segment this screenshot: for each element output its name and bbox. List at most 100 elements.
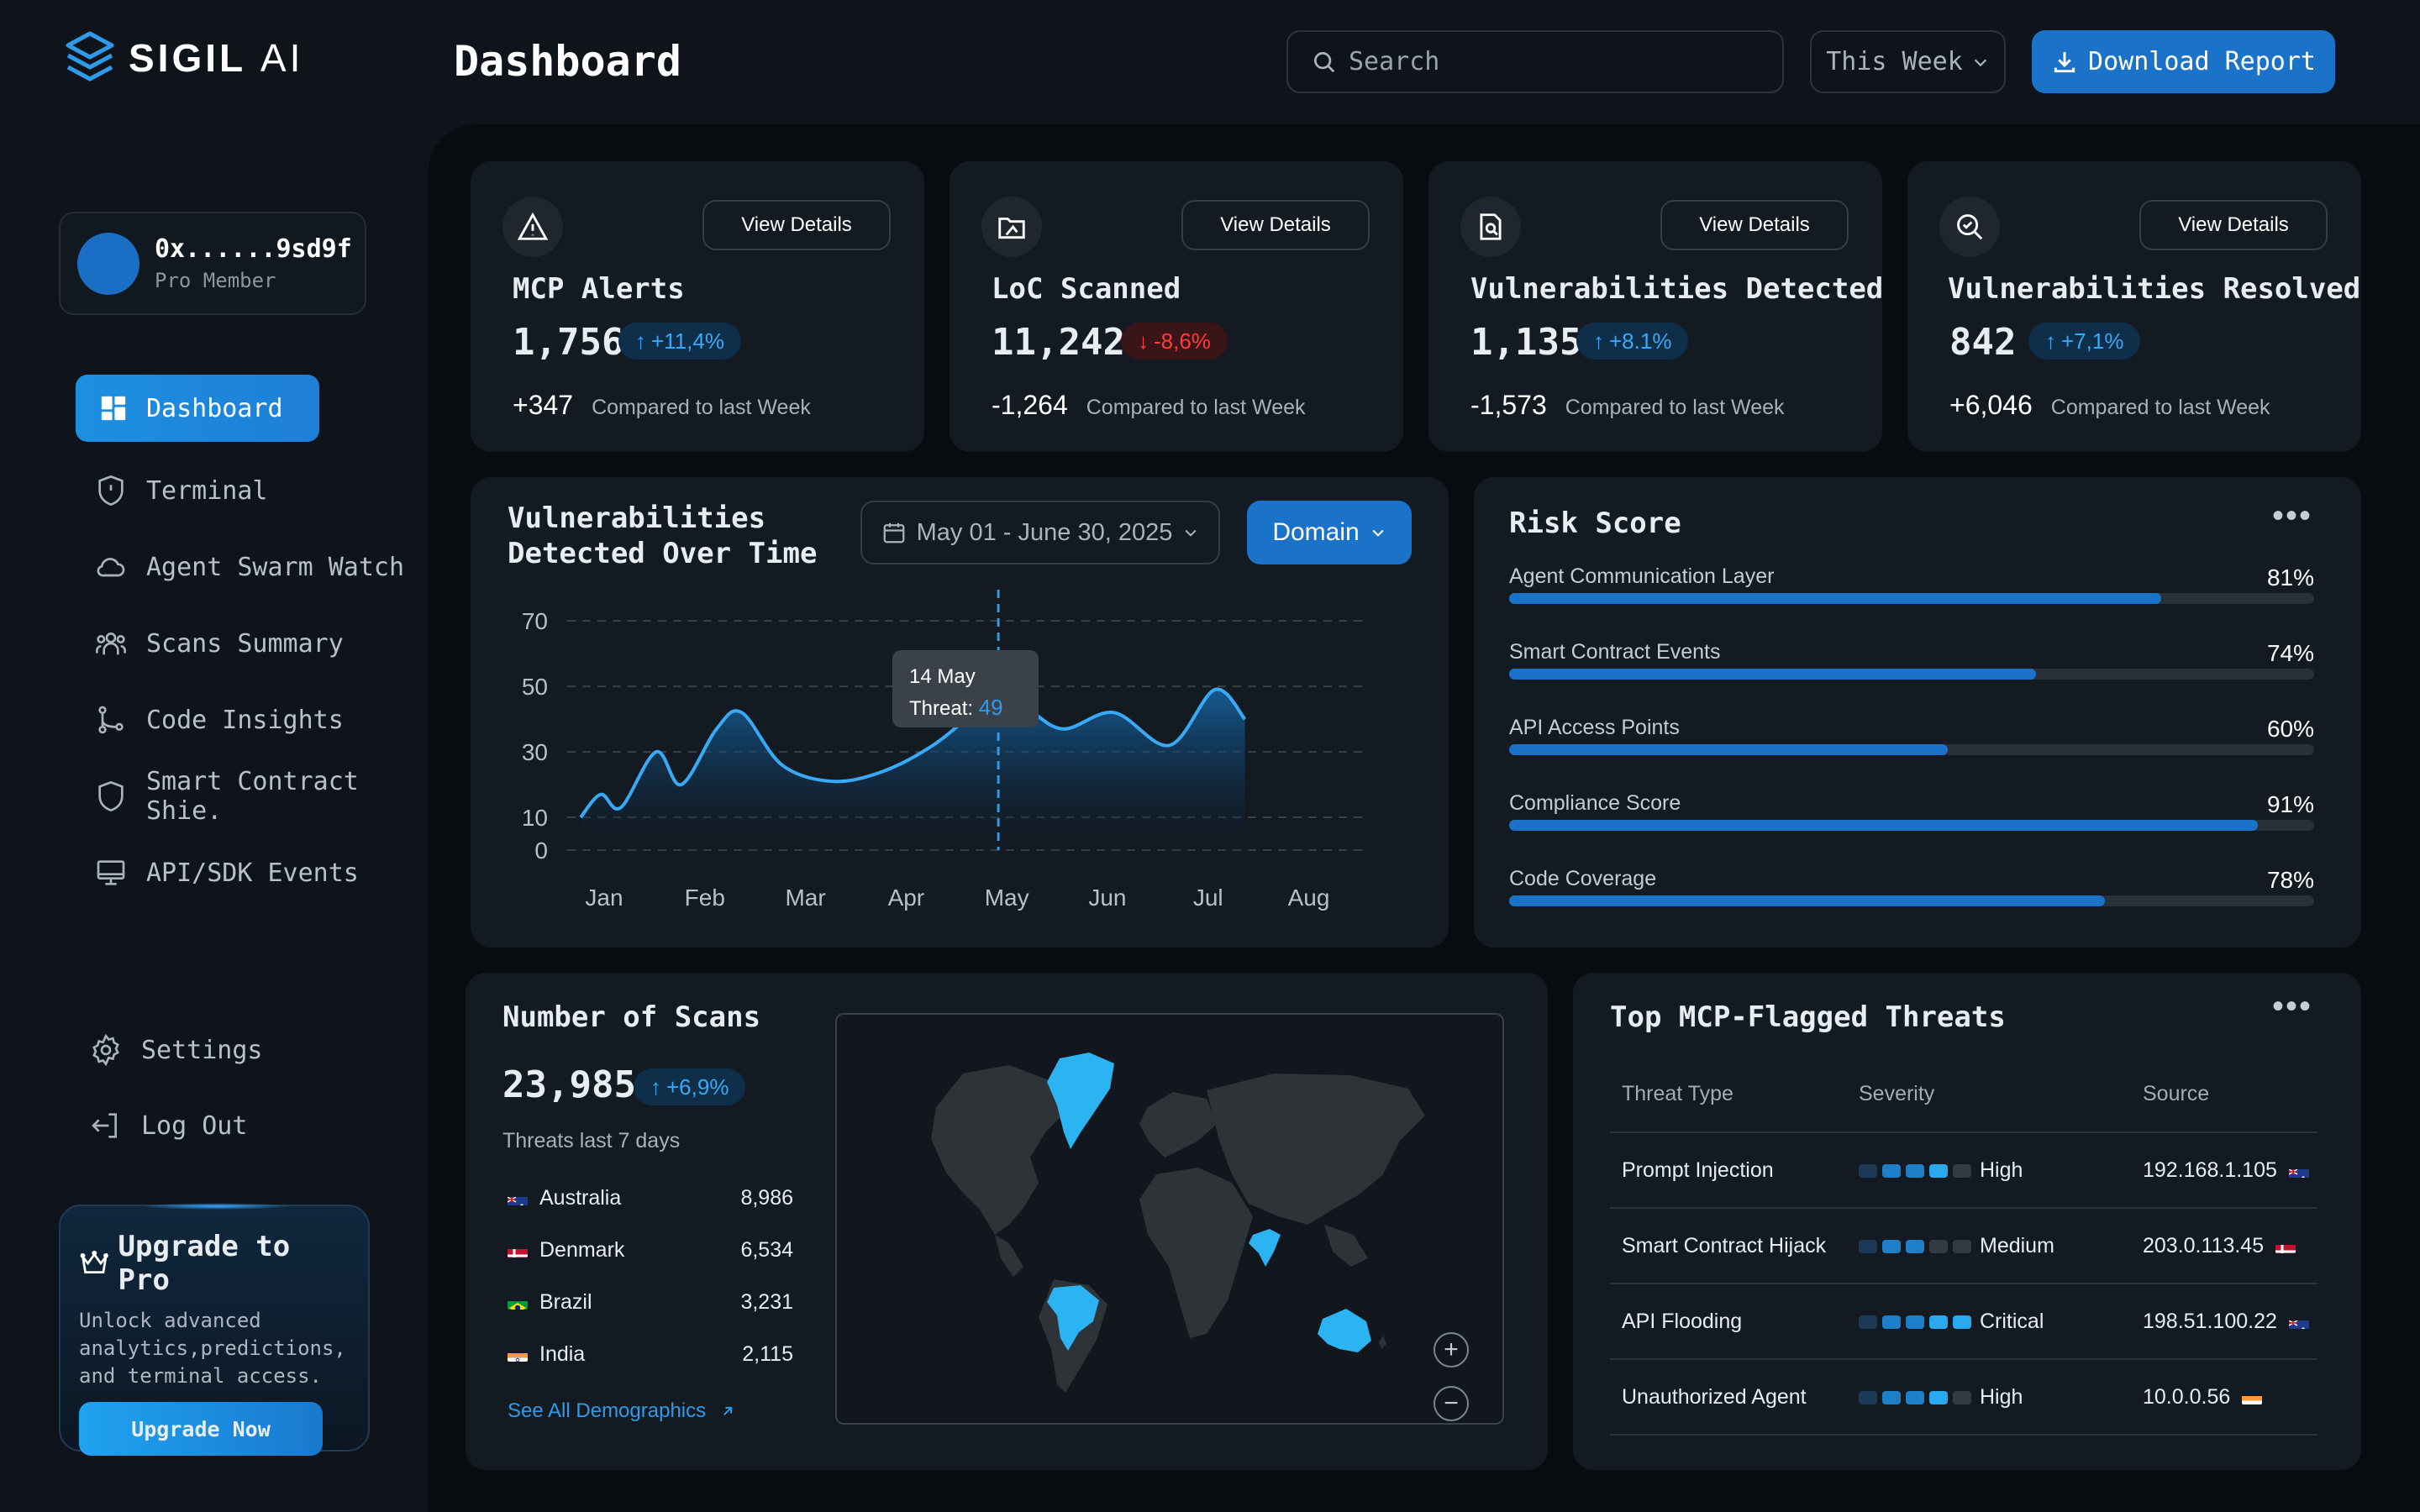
date-range-picker[interactable]: May 01 - June 30, 2025 [860,501,1220,564]
flag-india-icon [508,1348,528,1362]
view-details-button[interactable]: View Details [2139,200,2328,250]
download-report-button[interactable]: Download Report [2032,30,2335,93]
sidebar-item-smart-contract-shield[interactable]: Smart Contract Shie. [76,763,420,830]
risk-item: Compliance Score 91% [1509,791,2314,831]
severity-bar [1929,1239,1948,1253]
threat-severity: High [1847,1132,2131,1209]
sidebar-item-scans-summary[interactable]: Scans Summary [76,610,420,677]
upgrade-now-button[interactable]: Upgrade Now [79,1402,323,1456]
table-row[interactable]: Unauthorized Agent High 10.0.0.56 [1610,1359,2317,1436]
logout-icon [92,1113,117,1138]
arrow-up-icon: ↑ [1593,328,1604,354]
download-icon [2054,51,2075,72]
top-threats-card: Top MCP-Flagged Threats ••• Threat Type … [1573,973,2361,1470]
stat-icon [1939,197,2000,257]
avatar [77,232,139,295]
flag-australia-icon [2288,1315,2309,1329]
x-tick-label: May [985,885,1029,911]
x-tick-label: Jul [1193,885,1223,911]
y-tick-label: 70 [522,608,548,634]
severity-bar [1906,1239,1924,1253]
zoom-in-button[interactable]: + [1434,1332,1469,1368]
x-tick-label: Mar [785,885,825,911]
see-all-demographics-link[interactable]: See All Demographics [508,1399,736,1423]
view-details-button[interactable]: View Details [702,200,891,250]
stat-delta: +347 Compared to last Week [513,390,811,420]
threats-title: Top MCP-Flagged Threats [1610,1000,2006,1034]
stat-value: 842 [1949,321,2017,364]
table-row[interactable]: Smart Contract Hijack Medium 203.0.113.45 [1610,1208,2317,1284]
world-map[interactable]: + − [835,1013,1504,1425]
india [1249,1229,1281,1267]
threat-type: Smart Contract Hijack [1610,1208,1847,1284]
sidebar-item-terminal[interactable]: Terminal [76,457,420,524]
scans-title: Number of Scans [502,1000,761,1034]
stat-card-loc-scanned: View Details LoC Scanned 11,242 ↓ -8,6% -… [950,161,1403,452]
risk-item: Code Coverage 78% [1509,867,2314,906]
threats-table: Threat Type Severity Source Prompt Injec… [1610,1057,2317,1436]
table-row[interactable]: Prompt Injection High 192.168.1.105 [1610,1132,2317,1209]
flag-denmark-icon [508,1244,528,1257]
table-row[interactable]: API Flooding Critical 198.51.100.22 [1610,1284,2317,1360]
threat-type: Unauthorized Agent [1610,1359,1847,1436]
crown-icon [80,1250,108,1274]
brand-logo[interactable]: SIGIL AI [63,30,303,86]
period-label: This Week [1826,47,1963,76]
logout-link[interactable]: Log Out [76,1092,420,1159]
stat-delta: -1,264 Compared to last Week [992,390,1306,420]
shield-icon [98,475,124,507]
country-row-brazil: Brazil 3,231 [508,1290,793,1315]
flag-india-icon [2242,1391,2263,1404]
stat-delta: -1,573 Compared to last Week [1470,390,1785,420]
chevron-down-icon [1372,529,1384,537]
view-details-button[interactable]: View Details [1181,200,1370,250]
change-badge: ↑ +7,1% [2028,323,2141,360]
stat-icon [1460,197,1521,257]
more-options-icon[interactable]: ••• [2271,988,2312,1025]
country-row-india: India 2,115 [508,1342,793,1367]
x-tick-label: Apr [888,885,925,911]
search-input[interactable] [1349,47,1752,76]
change-badge: ↓ -8,6% [1121,323,1228,360]
severity-bar [1906,1390,1924,1404]
sidebar-item-dashboard[interactable]: Dashboard [76,375,319,442]
settings-link[interactable]: Settings [76,1016,420,1084]
upgrade-glow [140,1203,292,1210]
sidebar-item-code-insights[interactable]: Code Insights [76,686,420,753]
severity-bar [1953,1239,1971,1253]
settings-label: Settings [141,1035,263,1065]
user-card[interactable]: 0x......9sd9f Pro Member [59,212,366,315]
stat-title: MCP Alerts [513,272,685,306]
change-badge: ↑ +11,4% [618,323,741,360]
chart-tooltip: 14 May Threat: 49 [892,650,1039,727]
north-america [931,1065,1062,1235]
threat-source: 192.168.1.105 [2131,1132,2317,1209]
period-dropdown[interactable]: This Week [1810,30,2006,93]
scans-subtitle: Threats last 7 days [502,1129,681,1152]
view-details-button[interactable]: View Details [1660,200,1849,250]
severity-meter [1859,1315,1971,1329]
search-icon [1314,51,1335,72]
threat-severity: High [1847,1359,2131,1436]
scans-value: 23,985 [502,1063,636,1106]
risk-item: Smart Contract Events 74% [1509,640,2314,680]
severity-bar [1859,1315,1877,1329]
domain-filter-button[interactable]: Domain [1247,501,1412,564]
cloud-icon [97,558,125,577]
severity-bar [1929,1390,1948,1404]
threat-source: 10.0.0.56 [2131,1359,2317,1436]
stat-title: Vulnerabilities Detected [1470,272,1884,306]
stat-title: LoC Scanned [992,272,1181,306]
sidebar-item-agent-swarm-watch[interactable]: Agent Swarm Watch [76,533,420,601]
zoom-out-button[interactable]: − [1434,1386,1469,1421]
severity-meter [1859,1163,1971,1178]
sidebar-item-api-sdk-events[interactable]: API/SDK Events [76,839,420,906]
severity-bar [1859,1390,1877,1404]
flag-denmark-icon [2275,1240,2296,1253]
chevron-down-icon [1185,529,1197,537]
monitor-icon [97,860,125,885]
more-options-icon[interactable]: ••• [2271,497,2312,534]
membership-label: Pro Member [155,269,276,292]
search-box[interactable] [1286,30,1784,93]
severity-meter [1859,1239,1971,1253]
